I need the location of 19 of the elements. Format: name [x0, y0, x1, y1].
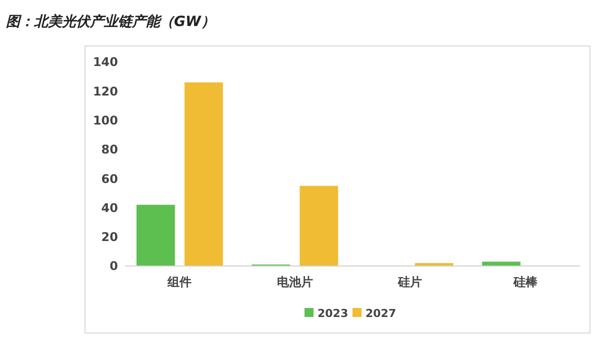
y-tick-label: 60: [101, 172, 118, 186]
x-tick-label: 硅片: [397, 275, 422, 289]
y-tick-label: 100: [92, 113, 118, 128]
chart-title: 图：北美光伏产业链产能（GW）: [6, 13, 215, 30]
legend-label: 2023: [318, 306, 348, 320]
y-tick-label: 40: [101, 200, 118, 215]
y-tick-label: 80: [101, 142, 118, 157]
y-tick-label: 120: [92, 84, 118, 98]
y-tick-label: 140: [92, 55, 118, 70]
y-tick-label: 20: [101, 230, 118, 244]
bar: [482, 262, 520, 266]
y-tick-label: 0: [110, 259, 118, 274]
x-tick-label: 硅棒: [512, 275, 538, 289]
bar: [136, 204, 175, 266]
x-tick-label: 组件: [166, 275, 192, 289]
x-tick-label: 电池片: [276, 275, 313, 289]
bar: [300, 186, 338, 266]
bar: [184, 82, 223, 266]
legend-label: 2027: [366, 306, 396, 320]
